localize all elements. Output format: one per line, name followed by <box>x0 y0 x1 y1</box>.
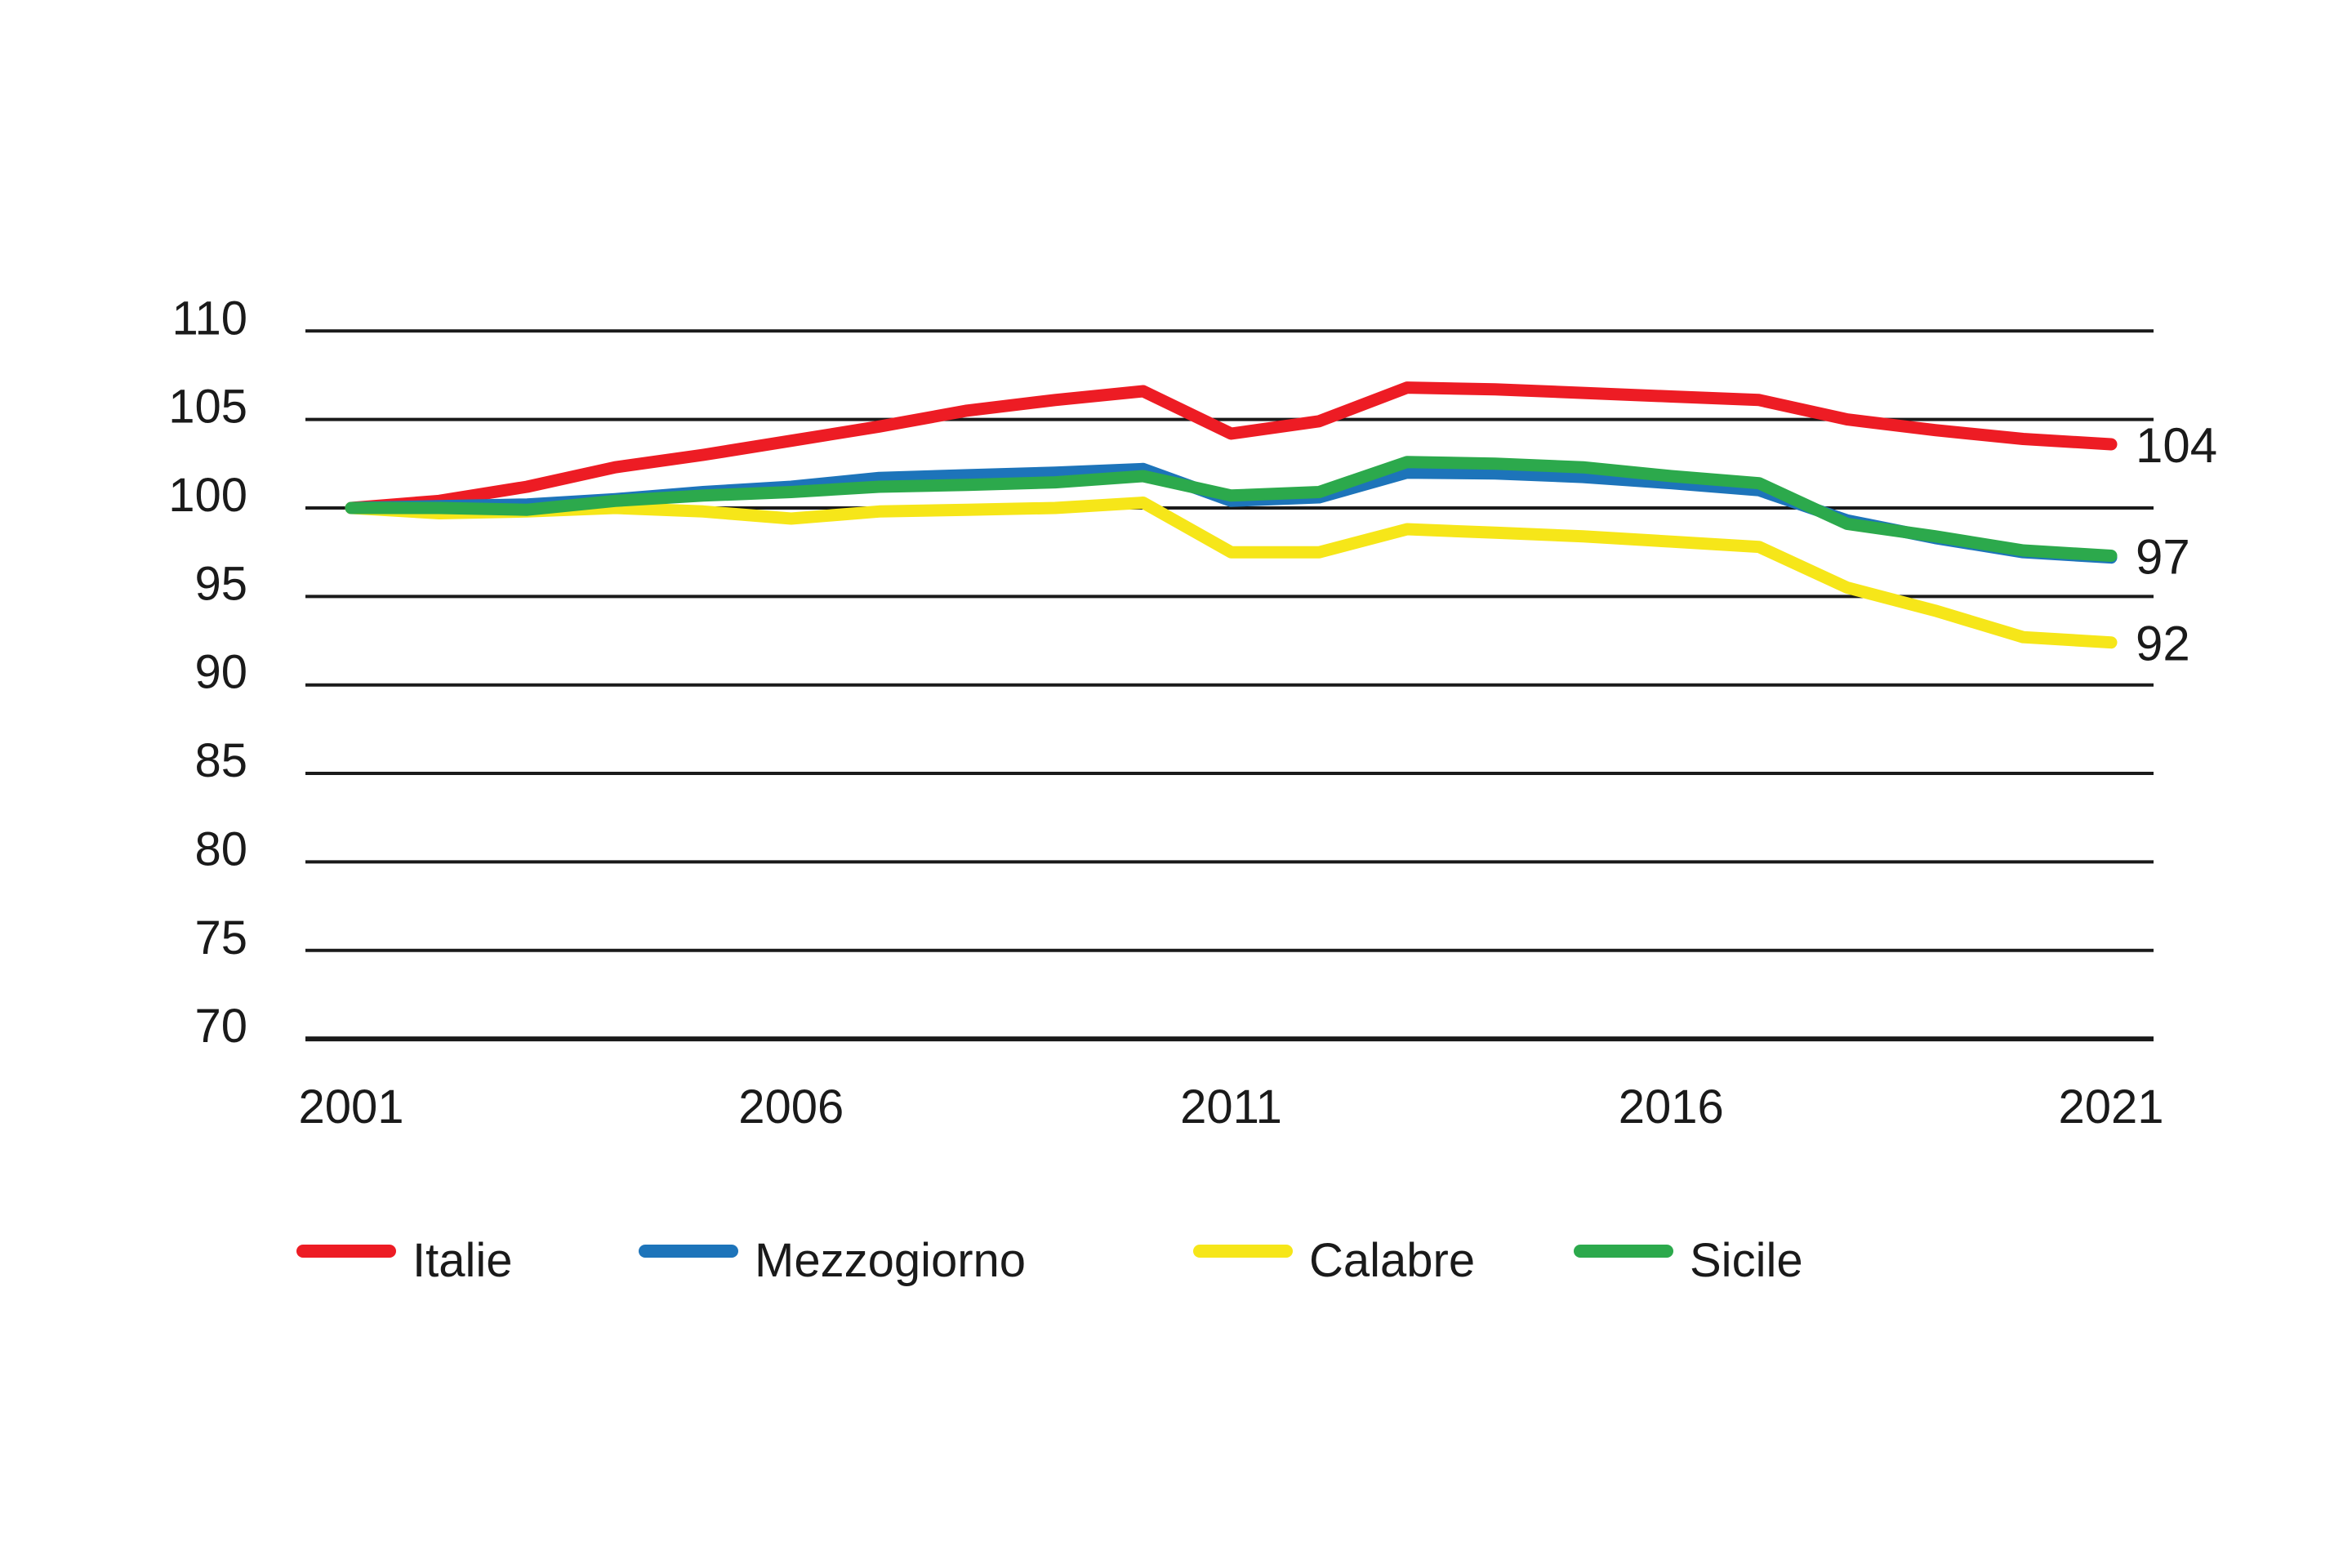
x-tick-label: 2016 <box>1619 1080 1724 1134</box>
series-lines <box>345 381 2118 649</box>
legend-label-italie: Italie <box>412 1234 513 1287</box>
legend-label-mezzogiorno: Mezzogiorno <box>755 1234 1026 1287</box>
legend-swatch-calabre <box>1193 1245 1293 1258</box>
y-tick-label: 90 <box>194 646 247 699</box>
y-tick-label: 110 <box>172 292 247 345</box>
legend-label-sicile: Sicile <box>1690 1234 1803 1287</box>
series-line-calabre <box>345 497 2118 649</box>
legend-swatch-italie <box>296 1245 396 1258</box>
y-axis-labels: 110 105 100 95 90 85 80 75 70 <box>168 292 247 1053</box>
x-tick-label: 2021 <box>2058 1080 2163 1134</box>
y-tick-label: 105 <box>168 381 247 434</box>
legend-swatch-mezzogiorno <box>639 1245 738 1258</box>
legend-swatch-sicile <box>1574 1245 1673 1258</box>
y-tick-label: 100 <box>168 469 247 522</box>
y-tick-label: 95 <box>194 557 247 610</box>
x-tick-label: 2001 <box>298 1080 403 1134</box>
x-tick-label: 2011 <box>1180 1080 1282 1134</box>
legend: Italie Mezzogiorno Calabre Sicile <box>296 1234 1803 1287</box>
y-tick-label: 75 <box>194 911 247 964</box>
x-axis-labels: 2001 2006 2011 2016 2021 <box>298 1080 2163 1134</box>
end-label-sicile: 97 <box>2136 530 2190 585</box>
series-line-italie <box>345 381 2118 514</box>
series-end-labels: 104 92 97 <box>2136 418 2217 671</box>
y-tick-label: 80 <box>194 822 247 875</box>
x-tick-label: 2006 <box>738 1080 844 1134</box>
end-label-italie: 104 <box>2136 418 2217 473</box>
series-line-sicile <box>345 456 2118 562</box>
legend-label-calabre: Calabre <box>1309 1234 1475 1287</box>
y-tick-label: 85 <box>194 734 247 787</box>
y-tick-label: 70 <box>194 1000 247 1053</box>
end-label-calabre: 92 <box>2136 617 2190 671</box>
